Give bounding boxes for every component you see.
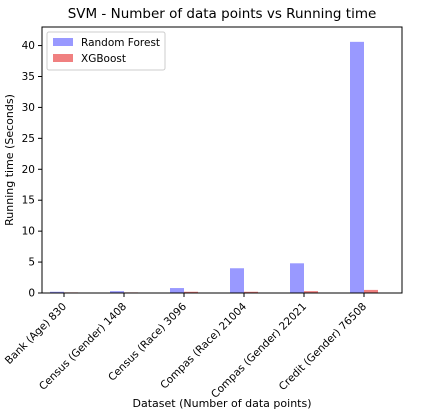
bars-group <box>50 41 378 293</box>
legend-label: XGBoost <box>81 53 126 65</box>
y-ticks-group: 0 5 10 15 20 25 30 35 40 <box>22 40 42 300</box>
bar-random-forest-5 <box>350 41 364 293</box>
y-tick-label: 30 <box>22 102 35 114</box>
legend-swatch <box>53 54 73 62</box>
y-tick-label: 20 <box>22 164 35 176</box>
x-axis-label: Dataset (Number of data points) <box>133 397 312 410</box>
y-tick-label: 0 <box>28 288 35 300</box>
y-axis-label: Running time (Seconds) <box>3 94 16 226</box>
bar-xgboost-2 <box>184 291 198 293</box>
bar-random-forest-4 <box>290 263 304 293</box>
x-tick-label: Compas (Gender) 22021 <box>209 301 309 401</box>
bar-xgboost-4 <box>304 291 318 293</box>
bar-xgboost-5 <box>364 289 378 293</box>
legend-label: Random Forest <box>81 37 160 49</box>
y-tick-label: 5 <box>28 257 35 269</box>
x-tick-label: Bank (Age) 830 <box>3 301 69 367</box>
bar-random-forest-3 <box>230 268 244 293</box>
bar-xgboost-3 <box>244 291 258 293</box>
chart-title: SVM - Number of data points vs Running t… <box>68 6 377 22</box>
y-tick-label: 25 <box>22 133 35 145</box>
legend-box <box>46 31 166 71</box>
plot-frame <box>41 26 403 294</box>
y-tick-label: 10 <box>22 226 35 238</box>
y-tick-label: 35 <box>22 71 35 83</box>
y-tick-label: 40 <box>22 40 35 52</box>
y-tick-label: 15 <box>22 195 35 207</box>
bar-random-forest-2 <box>170 288 184 293</box>
legend: Random Forest XGBoost <box>46 31 166 71</box>
bar-random-forest-0 <box>50 291 64 293</box>
legend-swatch <box>53 38 73 46</box>
bar-random-forest-1 <box>110 291 124 293</box>
